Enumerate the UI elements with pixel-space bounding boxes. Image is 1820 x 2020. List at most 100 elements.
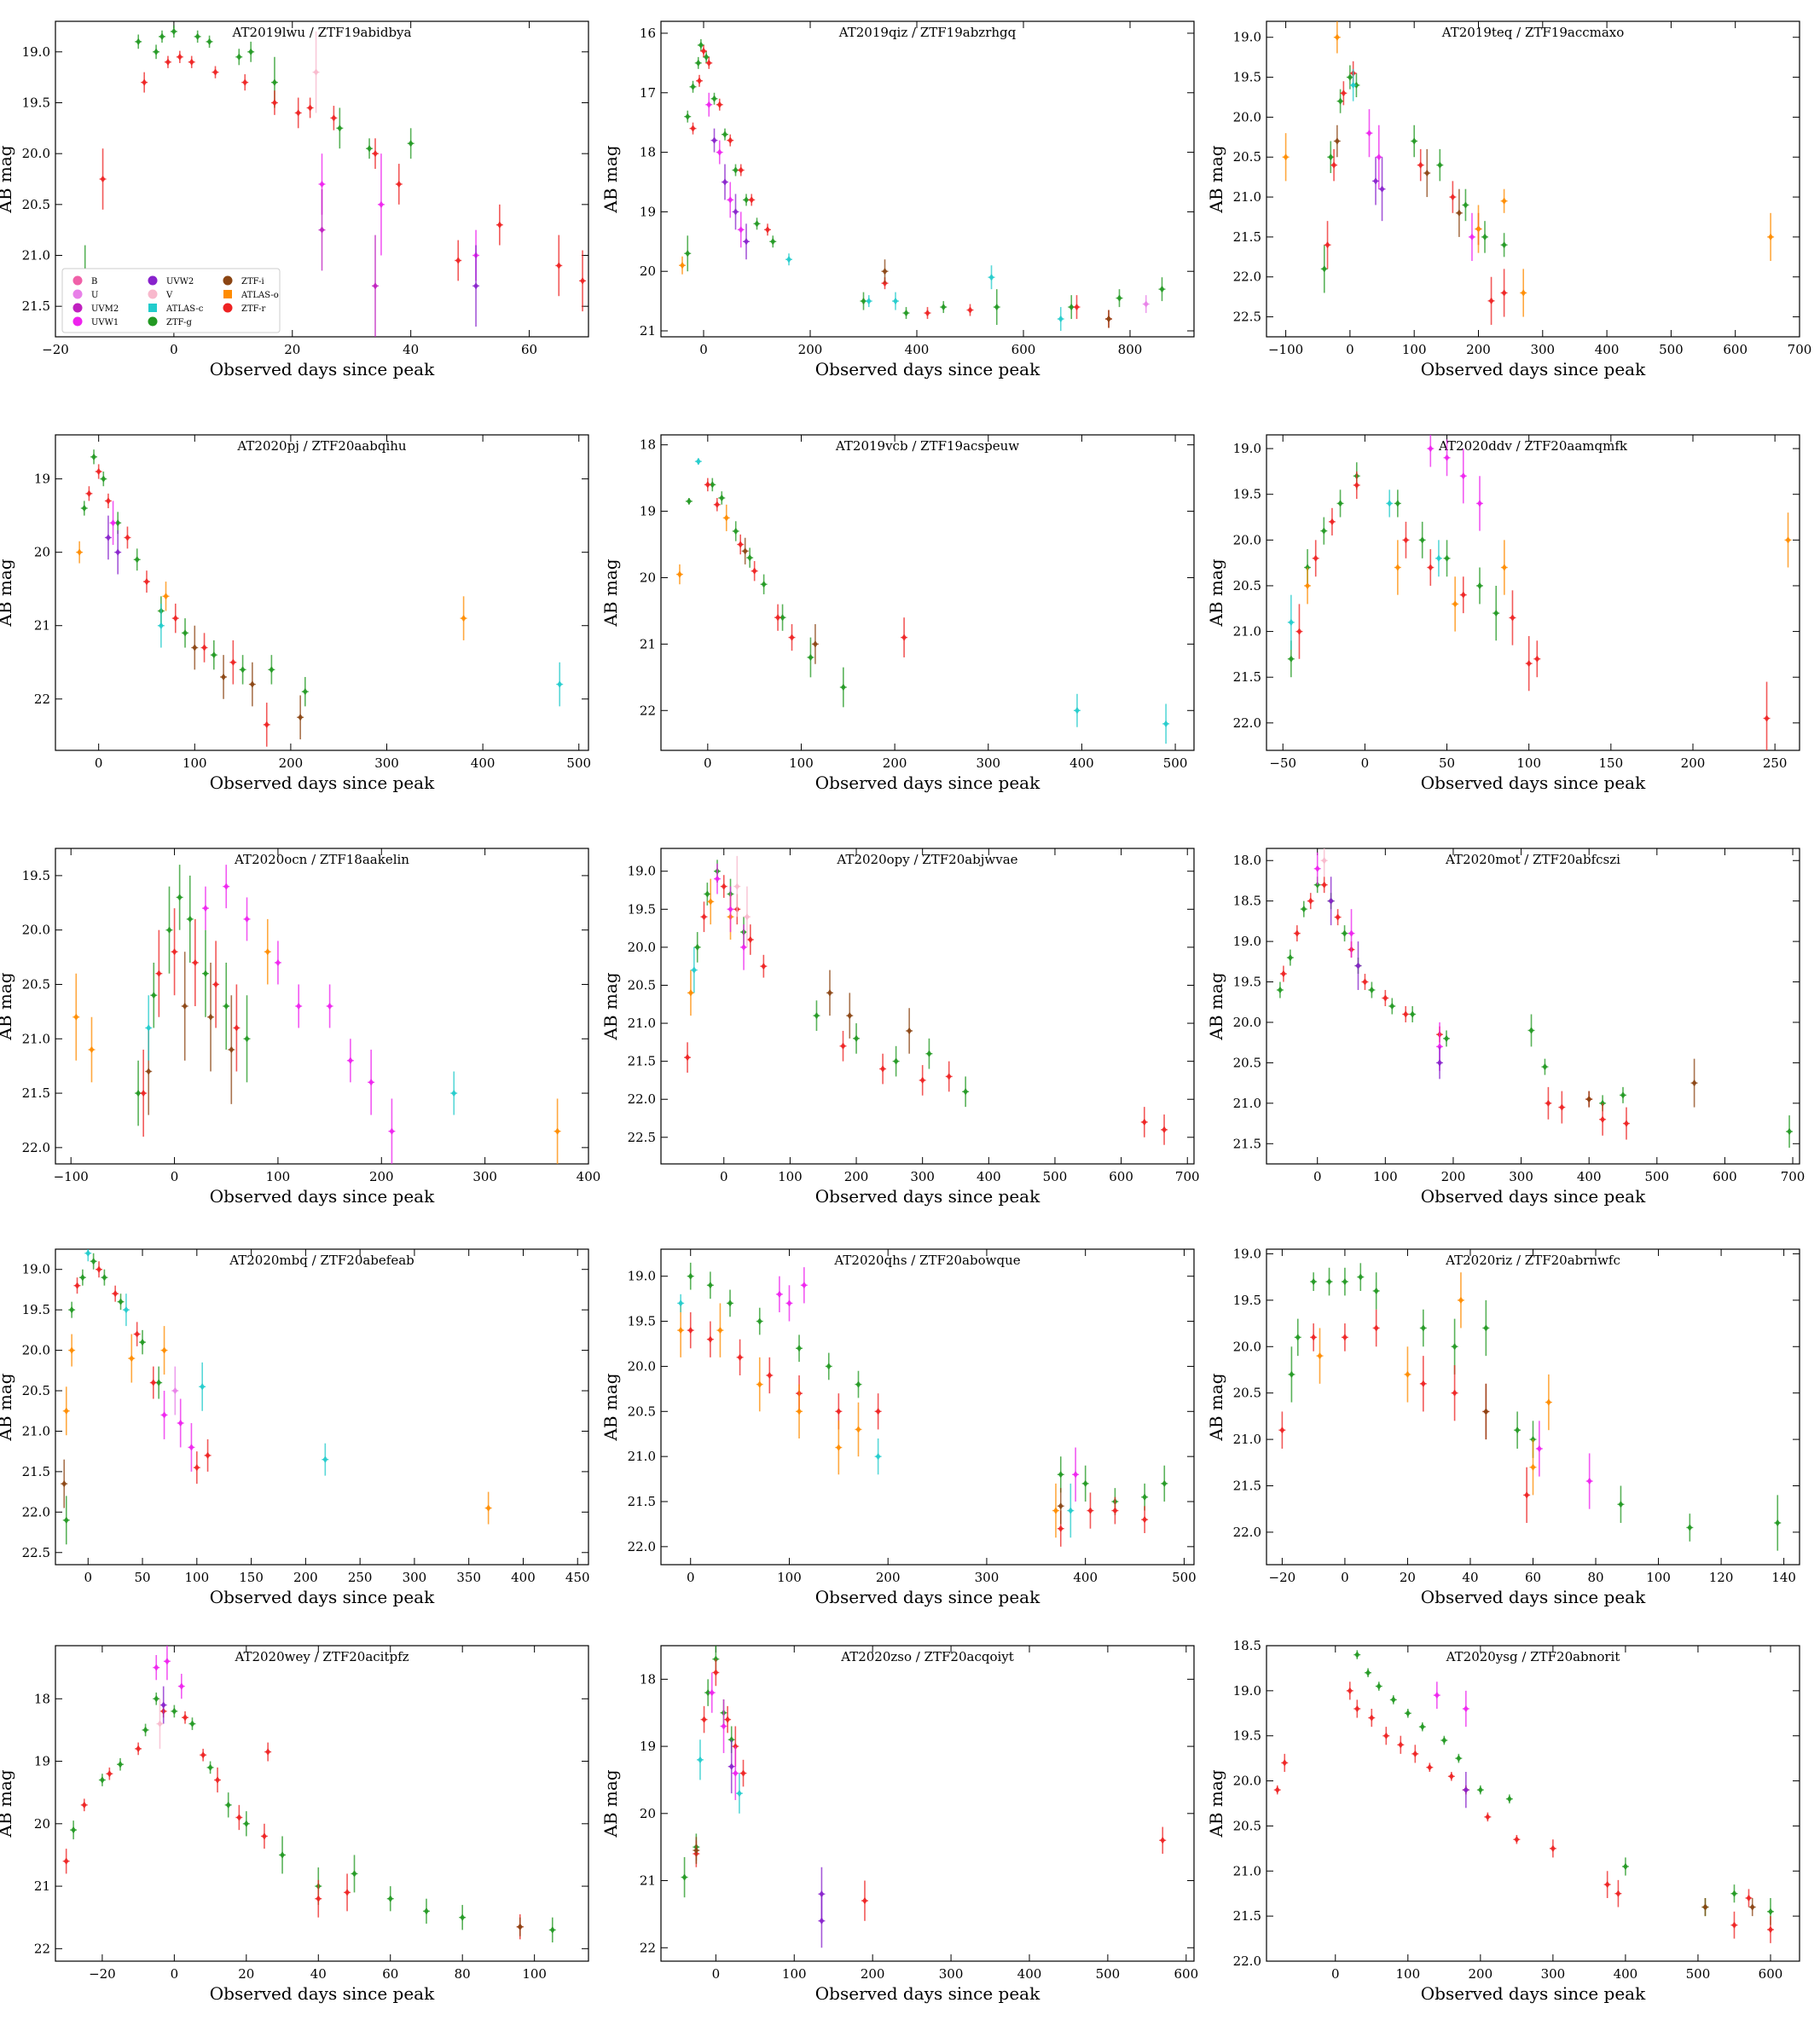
point-ztf-r	[105, 497, 111, 505]
point-ztf-g	[840, 684, 846, 691]
point-ztf-r	[767, 1372, 773, 1379]
y-tick-label: 20	[34, 545, 50, 560]
point-uvw1	[161, 1411, 167, 1419]
x-tick-label: 200	[1466, 342, 1491, 357]
point-ztf-g	[280, 1851, 286, 1859]
point-ztf-r	[1311, 1334, 1317, 1341]
y-tick-label: 20	[640, 263, 656, 279]
point-ztf-r	[1382, 994, 1388, 1002]
point-ztf-r	[213, 981, 219, 988]
point-atlas-o	[1458, 1296, 1464, 1304]
x-tick-label: 200	[1441, 1169, 1466, 1184]
point-uvw1	[1586, 1478, 1592, 1485]
chart-title: AT2020qhs / ZTF20abowque	[833, 1253, 1020, 1268]
y-tick-label: 21	[34, 1878, 50, 1894]
y-tick-label: 19.0	[628, 1269, 656, 1284]
point-ztf-g	[225, 1801, 231, 1809]
point-ztf-g	[754, 220, 760, 228]
point-ztf-r	[172, 615, 178, 622]
y-tick-label: 22.0	[1233, 1525, 1261, 1540]
point-ztf-r	[1550, 1844, 1556, 1852]
legend-marker-atlas-o	[223, 290, 232, 298]
data-layer	[81, 25, 587, 337]
panel-10: AT2020mbq / ZTF20abefeab 0 50 100 150 200 250 3…	[0, 1248, 590, 1607]
point-ztf-g	[719, 495, 725, 501]
y-tick-label: 19.0	[1233, 1246, 1261, 1261]
point-ztf-r	[789, 634, 795, 641]
point-ztf-g	[1437, 161, 1443, 169]
y-tick-label: 18.5	[1233, 894, 1261, 909]
point-ztf-r	[1488, 297, 1494, 304]
point-ztf-g	[893, 1057, 899, 1065]
x-tick-label: 0	[170, 342, 178, 357]
point-ztf-g	[1369, 987, 1375, 994]
point-uvw1	[1376, 153, 1382, 161]
point-ztf-g	[1321, 265, 1327, 273]
legend-label-uvw1: UVW1	[91, 318, 119, 327]
point-uvw1	[721, 1722, 727, 1730]
y-tick-label: 17	[640, 85, 656, 101]
x-tick-label: 400	[1614, 1966, 1638, 1982]
point-ztf-r	[177, 53, 183, 61]
point-ztf-i	[517, 1923, 523, 1930]
chart-title: AT2019teq / ZTF19accmaxo	[1441, 25, 1625, 40]
point-uvw1	[1366, 130, 1372, 137]
y-tick-label: 18.5	[1233, 1638, 1261, 1653]
point-ztf-r	[1485, 1813, 1491, 1820]
point-ztf-g	[1687, 1524, 1693, 1531]
legend-label-ztf-r: ZTF-r	[241, 304, 265, 314]
chart-title: AT2020pj / ZTF20aabqihu	[236, 438, 407, 454]
x-tick-label: 400	[1017, 1966, 1042, 1982]
y-tick-label: 21	[640, 636, 656, 651]
point-atlas-o	[461, 615, 467, 622]
point-ztf-r	[1296, 628, 1302, 635]
point-uvw1	[716, 148, 722, 156]
x-tick-label: −100	[54, 1169, 89, 1184]
point-ztf-g	[1358, 1273, 1364, 1281]
point-uvw2	[1379, 185, 1385, 193]
point-ztf-i	[1586, 1096, 1592, 1103]
point-ztf-r	[740, 1769, 746, 1777]
panel-6: AT2020ddv / ZTF20aamqmfk −50 0 50 100 150 200 2…	[1206, 434, 1800, 793]
point-ztf-g	[1326, 1278, 1332, 1286]
point-ztf-r	[1294, 929, 1300, 937]
point-ztf-r	[134, 1330, 140, 1338]
point-ztf-g	[81, 505, 87, 512]
point-ztf-g	[861, 298, 867, 305]
y-tick-label: 21	[34, 618, 50, 634]
point-atlas-o	[163, 593, 169, 600]
panel-3: AT2019teq / ZTF19accmaxo −100 0 100 200 300 40…	[1206, 20, 1811, 379]
x-tick-label: 0	[1341, 1570, 1349, 1585]
point-ztf-r	[1335, 913, 1341, 921]
point-ztf-g	[1295, 1334, 1301, 1341]
x-tick-label: 400	[471, 755, 496, 771]
point-ztf-r	[1074, 304, 1080, 311]
x-tick-label: 300	[975, 1570, 1000, 1585]
point-ztf-g	[770, 238, 776, 246]
y-tick-label: 20.0	[1233, 532, 1261, 547]
chart-title: AT2020ddv / ZTF20aamqmfk	[1438, 438, 1628, 454]
x-tick-label: 300	[1541, 1966, 1566, 1982]
point-ztf-r	[316, 1895, 322, 1902]
point-ztf-g	[1159, 286, 1165, 293]
panel-15: AT2020ysg / ZTF20abnorit 0 100 200 300 400 500…	[1206, 1638, 1800, 2004]
point-ztf-g	[156, 1379, 162, 1386]
point-ztf-r	[1510, 614, 1516, 622]
plot-frame	[55, 1645, 589, 1962]
point-atlas-c	[1288, 618, 1294, 626]
point-ztf-g	[244, 1035, 250, 1043]
point-ztf-g	[1410, 1010, 1416, 1018]
point-ztf-g	[903, 310, 909, 317]
x-tick-label: 800	[1118, 342, 1143, 357]
y-tick-label: 19.5	[628, 1314, 656, 1329]
point-uvw2	[1355, 962, 1361, 969]
point-ztf-g	[855, 1380, 861, 1388]
point-ztf-g	[756, 1317, 762, 1325]
y-tick-label: 22.0	[22, 1504, 50, 1519]
point-uvw1	[1469, 233, 1475, 240]
point-uvw1	[1434, 1692, 1440, 1699]
point-atlas-o	[1501, 564, 1507, 571]
point-ztf-g	[136, 1090, 142, 1097]
point-ztf-r	[264, 721, 270, 728]
point-ztf-g	[1277, 987, 1283, 994]
